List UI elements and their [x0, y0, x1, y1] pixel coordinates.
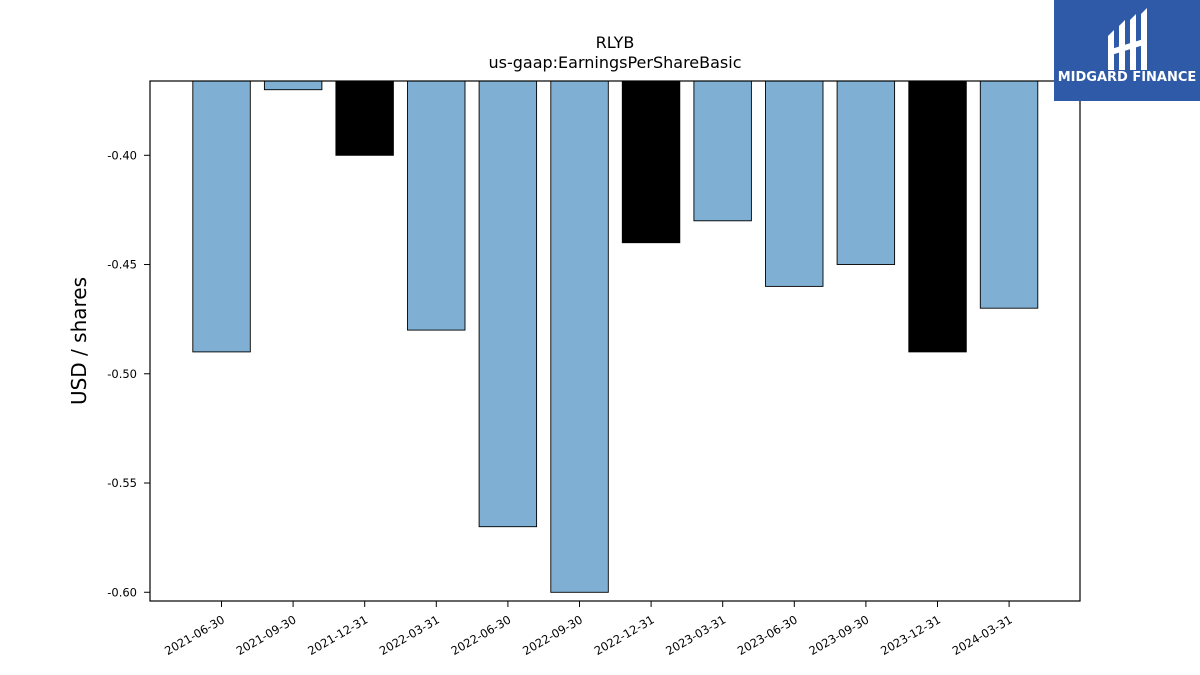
y-axis-ticks: -0.40 -0.45 -0.50 -0.55 -0.60 [107, 148, 150, 599]
bar-group [192, 80, 1039, 593]
midgard-finance-logo[interactable]: MIDGARD FINANCE [1054, 0, 1200, 101]
x-tick-label: 2023-12-31 [878, 612, 943, 658]
y-tick-label: -0.45 [107, 258, 137, 272]
bar-2022-12-31 [621, 80, 681, 244]
x-tick-label: 2021-06-30 [162, 612, 227, 658]
bar-2024-03-31 [979, 80, 1039, 309]
x-tick-label: 2023-09-30 [807, 612, 872, 658]
bar-2023-09-30 [836, 80, 896, 265]
logo-text: MIDGARD FINANCE [1058, 70, 1197, 85]
x-tick-label: 2024-03-31 [950, 612, 1015, 658]
bar-2022-06-30 [478, 80, 538, 528]
bar-2021-09-30 [263, 80, 323, 91]
x-axis-ticks: 2021-06-30 2021-09-30 2021-12-31 2022-03-31… [162, 601, 1015, 658]
bar-2023-03-31 [693, 80, 752, 222]
bar-2022-03-31 [407, 80, 466, 331]
bar-2022-09-30 [550, 80, 609, 593]
x-tick-label: 2023-06-30 [735, 612, 800, 658]
x-tick-label: 2021-09-30 [234, 612, 299, 658]
y-axis-label: USD / shares [67, 277, 91, 405]
midgard-logo-icon [1108, 8, 1147, 70]
x-tick-label: 2022-03-31 [377, 612, 442, 658]
y-tick-label: -0.55 [107, 476, 137, 490]
chart-subtitle: us-gaap:EarningsPerShareBasic [488, 53, 741, 72]
x-tick-label: 2022-06-30 [449, 612, 514, 658]
chart-title: RLYB [596, 33, 635, 52]
bar-2023-06-30 [765, 80, 824, 287]
y-tick-label: -0.40 [107, 148, 137, 162]
y-tick-label: -0.60 [107, 585, 137, 599]
plot-frame [149, 80, 1081, 602]
x-tick-label: 2022-12-31 [592, 612, 657, 658]
y-tick-label: -0.50 [107, 367, 137, 381]
x-tick-label: 2023-03-31 [663, 612, 728, 658]
logo-background [1054, 0, 1200, 101]
bar-2023-12-31 [908, 80, 967, 353]
bar-2021-12-31 [335, 80, 394, 156]
x-tick-label: 2021-12-31 [305, 612, 370, 658]
bar-2021-06-30 [192, 80, 251, 353]
x-tick-label: 2022-09-30 [520, 612, 585, 658]
